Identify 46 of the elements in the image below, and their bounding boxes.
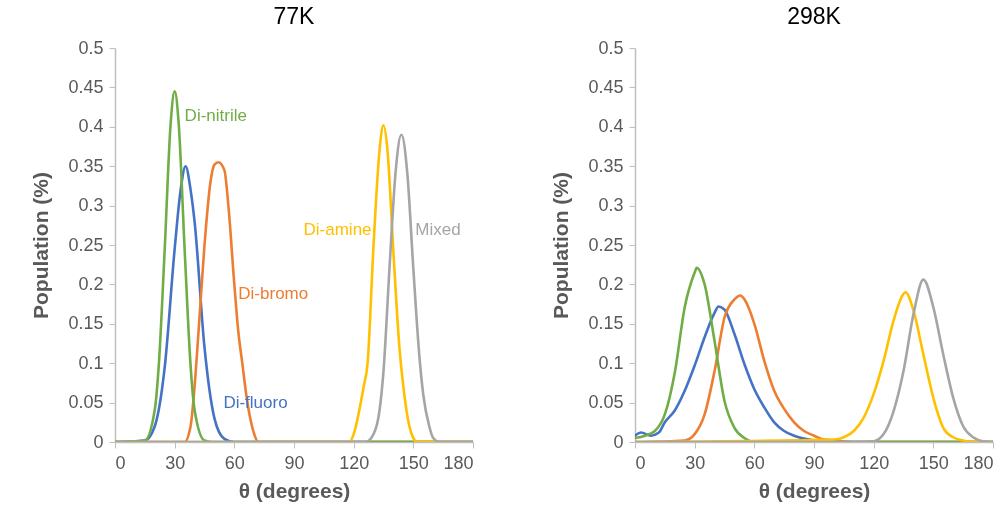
x-tick-label: 60 [744, 452, 765, 473]
series-label: Mixed [415, 219, 461, 239]
y-tick-label: 0.25 [588, 234, 624, 255]
x-tick-label: 150 [918, 452, 949, 473]
y-tick-label: 0.3 [598, 195, 624, 216]
x-tick-label: 150 [398, 452, 429, 473]
y-tick-label: 0 [93, 431, 104, 452]
y-tick-label: 0.05 [68, 392, 104, 413]
y-tick-label: 0.15 [588, 313, 624, 334]
chart-title: 298K [787, 3, 842, 29]
x-tick-label: 0 [635, 452, 646, 473]
y-tick-label: 0.4 [598, 116, 624, 137]
x-tick-label: 120 [339, 452, 370, 473]
y-tick-label: 0 [613, 431, 624, 452]
series-label: Di-bromo [238, 283, 309, 303]
y-tick-label: 0.15 [68, 313, 104, 334]
x-axis-title: θ (degrees) [758, 478, 871, 502]
y-tick-label: 0.35 [68, 155, 104, 176]
y-tick-label: 0.2 [598, 273, 624, 294]
x-axis-title: θ (degrees) [238, 478, 351, 502]
y-tick-label: 0.1 [598, 352, 624, 373]
series-label: Di-amine [303, 219, 372, 239]
x-tick-label: 0 [115, 452, 126, 473]
y-tick-label: 0.35 [588, 155, 624, 176]
x-tick-label: 180 [963, 452, 994, 473]
y-tick-label: 0.25 [68, 234, 104, 255]
x-tick-label: 30 [685, 452, 706, 473]
chart-title: 77K [273, 3, 316, 29]
y-tick-label: 0.5 [598, 37, 624, 58]
y-tick-label: 0.5 [78, 37, 104, 58]
y-tick-label: 0.05 [588, 392, 624, 413]
x-tick-label: 180 [443, 452, 474, 473]
y-tick-label: 0.3 [78, 195, 104, 216]
y-axis-title: Population (%) [29, 172, 53, 319]
y-tick-label: 0.4 [78, 116, 104, 137]
x-tick-label: 120 [859, 452, 890, 473]
series-label: Di-nitrile [184, 105, 247, 125]
x-tick-label: 30 [165, 452, 186, 473]
y-tick-label: 0.45 [588, 76, 624, 97]
y-tick-label: 0.1 [78, 352, 104, 373]
y-axis-title: Population (%) [549, 172, 573, 319]
y-tick-label: 0.45 [68, 76, 104, 97]
x-tick-label: 90 [804, 452, 825, 473]
x-tick-label: 60 [224, 452, 245, 473]
x-tick-label: 90 [284, 452, 305, 473]
y-tick-label: 0.2 [78, 273, 104, 294]
